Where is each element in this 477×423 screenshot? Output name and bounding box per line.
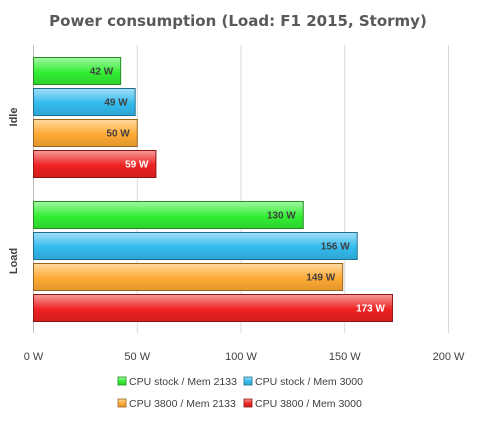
- x-tick-label: 200 W: [433, 351, 465, 363]
- category-label: Load: [8, 248, 20, 274]
- x-tick-label: 100 W: [225, 351, 257, 363]
- data-label: 59 W: [125, 160, 149, 171]
- bar-load-series-2: [33, 232, 358, 260]
- legend-entry: CPU stock / Mem 3000: [255, 376, 363, 388]
- bar-load-series-3: [33, 263, 344, 291]
- legend: CPU stock / Mem 2133 CPU stock / Mem 3000…: [117, 376, 363, 410]
- data-label: 149 W: [306, 273, 335, 284]
- legend-swatch: [117, 398, 127, 408]
- legend-swatch: [243, 376, 253, 386]
- x-tick-label: 50 W: [124, 351, 150, 363]
- legend-entry: CPU stock / Mem 2133: [129, 376, 237, 388]
- data-label: 49 W: [104, 98, 128, 109]
- data-label: 42 W: [90, 67, 114, 78]
- data-label: 156 W: [321, 242, 350, 253]
- legend-swatch: [243, 398, 253, 408]
- x-tick-label: 0 W: [24, 351, 44, 363]
- bar-idle-series-3: [33, 119, 138, 147]
- bar-idle-series-2: [33, 88, 136, 116]
- data-label: 173 W: [356, 304, 385, 315]
- category-label: Idle: [8, 108, 20, 127]
- bar-load-series-1: [33, 201, 304, 229]
- bars: 42 W 49 W 50 W 59 W 130 W 156 W 149 W 173 W: [33, 57, 393, 322]
- legend-entry: CPU 3800 / Mem 3000: [255, 398, 362, 410]
- data-label: 50 W: [106, 129, 130, 140]
- chart-title: Power consumption (Load: F1 2015, Stormy…: [49, 12, 427, 30]
- category-labels: Idle Load: [8, 108, 20, 275]
- data-label: 130 W: [267, 211, 296, 222]
- legend-entry: CPU 3800 / Mem 2133: [129, 398, 236, 410]
- x-axis-ticks: 0 W 50 W 100 W 150 W 200 W: [24, 351, 465, 363]
- bar-idle-series-4: [33, 150, 157, 178]
- bar-idle-series-1: [33, 57, 122, 85]
- legend-swatch: [117, 376, 127, 386]
- x-tick-label: 150 W: [329, 351, 361, 363]
- bar-load-series-4: [33, 294, 393, 322]
